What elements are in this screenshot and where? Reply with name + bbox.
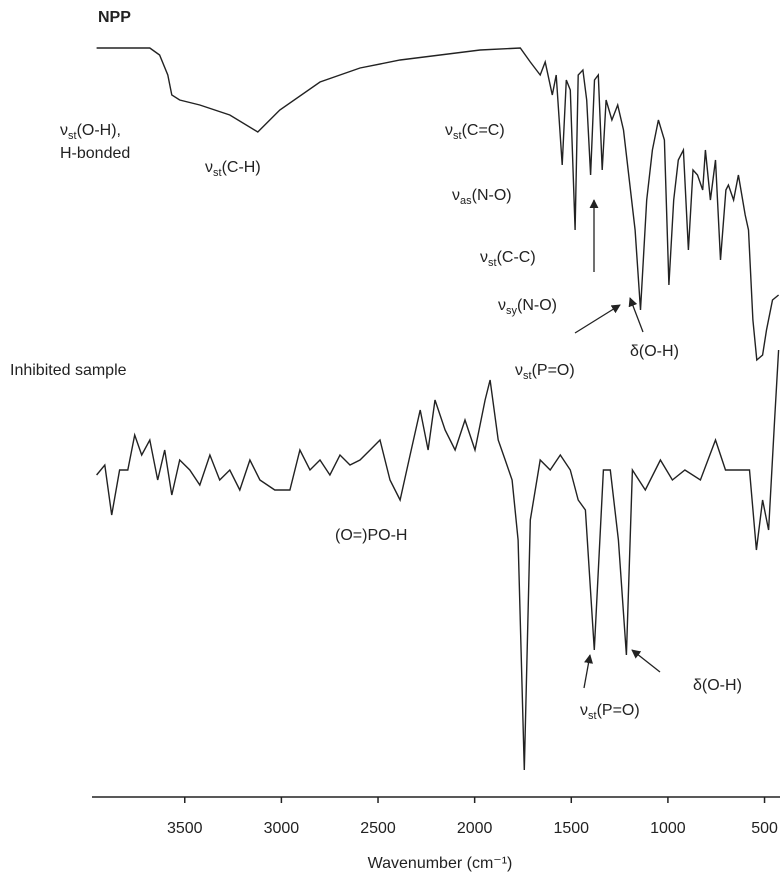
- annotation-rest: (P=O): [597, 702, 640, 719]
- x-tick-label: 2500: [360, 820, 396, 837]
- annotation-sub: st: [453, 130, 462, 142]
- annotation-text: ν: [445, 122, 453, 139]
- annotation: νst(C=C): [445, 122, 505, 142]
- annotation-rest: (N-O): [472, 187, 512, 204]
- annotation-text: ν: [452, 187, 460, 204]
- annotation-text: δ(O-H): [630, 343, 679, 360]
- annotation-text: H-bonded: [60, 145, 130, 162]
- annotation-rest: (O-H),: [77, 122, 121, 139]
- annotation-arrow: [631, 649, 661, 673]
- series-label: Inhibited sample: [10, 362, 127, 379]
- annotation-arrow: [574, 304, 621, 334]
- annotation-rest: (P=O): [532, 362, 575, 379]
- annotation: νsy(N-O): [498, 297, 557, 317]
- spectrum-line: [96, 47, 780, 362]
- annotation: νas(N-O): [452, 187, 512, 207]
- annotation: νst(P=O): [515, 362, 575, 382]
- annotation: νst(C-H): [205, 159, 261, 179]
- annotation-rest: (C-H): [222, 159, 261, 176]
- annotation-text: (O=)PO-H: [335, 527, 407, 544]
- x-tick-label: 500: [751, 820, 778, 837]
- annotation: δ(O-H): [693, 677, 742, 694]
- annotation-text: ν: [580, 702, 588, 719]
- annotation-sub: sy: [506, 305, 518, 317]
- x-tick-label: 1000: [650, 820, 686, 837]
- annotation-rest: (N-O): [517, 297, 557, 314]
- annotation: νst(O-H),: [60, 122, 121, 142]
- annotation-sub: st: [488, 257, 497, 269]
- annotation-text: ν: [205, 159, 213, 176]
- series-label: NPP: [98, 9, 131, 26]
- annotation-arrow: [628, 297, 644, 333]
- annotation: δ(O-H): [630, 343, 679, 360]
- annotation-sub: as: [460, 195, 472, 207]
- annotation-rest: (C=C): [462, 122, 505, 139]
- annotation-text: ν: [498, 297, 506, 314]
- x-tick-label: 3500: [167, 820, 203, 837]
- spectrum-line: [96, 349, 780, 771]
- annotation-sub: st: [588, 710, 597, 722]
- x-axis-label: Wavenumber (cm⁻¹): [368, 855, 513, 872]
- annotation-text: δ(O-H): [693, 677, 742, 694]
- x-tick-label: 3000: [264, 820, 300, 837]
- annotation-rest: (C-C): [497, 249, 536, 266]
- annotation-text: ν: [60, 122, 68, 139]
- annotation-text: ν: [515, 362, 523, 379]
- annotation-sub: st: [68, 130, 77, 142]
- annotation: (O=)PO-H: [335, 527, 407, 544]
- annotation: H-bonded: [60, 145, 130, 162]
- x-tick-label: 1500: [553, 820, 589, 837]
- annotation: νst(C-C): [480, 249, 536, 269]
- x-tick-label: 2000: [457, 820, 493, 837]
- annotation-sub: st: [213, 167, 222, 179]
- annotation-arrow: [583, 654, 594, 689]
- annotation-text: ν: [480, 249, 488, 266]
- annotation-sub: st: [523, 370, 532, 382]
- annotation: νst(P=O): [580, 702, 640, 722]
